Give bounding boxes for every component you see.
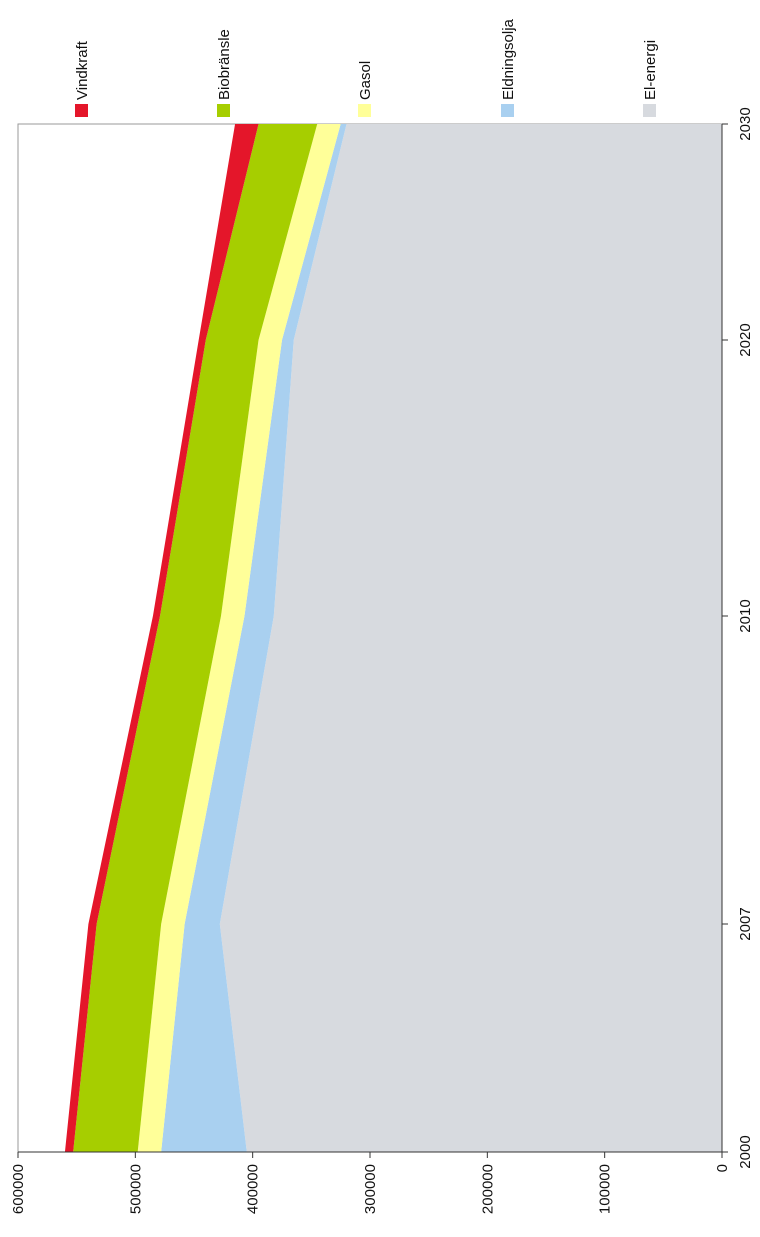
value-tick-label: 300000: [362, 1164, 379, 1214]
legend-label-biobr-nsle: Biobränsle: [216, 29, 233, 100]
value-tick-label: 400000: [245, 1164, 262, 1214]
value-tick-label: 600000: [10, 1164, 27, 1214]
legend-swatch-eldningsolja: [501, 104, 514, 117]
legend-swatch-el-energi: [643, 104, 656, 117]
value-tick-label: 200000: [479, 1164, 496, 1214]
category-tick-label: 2020: [737, 323, 754, 356]
value-tick-label: 100000: [597, 1164, 614, 1214]
legend-swatch-gasol: [358, 104, 371, 117]
value-tick-label: 0: [714, 1164, 731, 1172]
area-biobr-nsle: [73, 124, 318, 1152]
legend-label-eldningsolja: Eldningsolja: [500, 18, 517, 100]
legend-label-el-energi: El-energi: [642, 40, 659, 100]
area-el-energi: [219, 124, 722, 1152]
category-tick-label: 2010: [737, 599, 754, 632]
legend-label-vindkraft: Vindkraft: [74, 40, 91, 100]
category-tick-label: 2030: [737, 107, 754, 140]
legend-swatch-biobr-nsle: [217, 104, 230, 117]
legend-label-gasol: Gasol: [357, 61, 374, 100]
category-tick-label: 2000: [737, 1135, 754, 1168]
value-tick-label: 500000: [127, 1164, 144, 1214]
category-tick-label: 2007: [737, 907, 754, 940]
area-gasol: [137, 124, 341, 1152]
legend-swatch-vindkraft: [75, 104, 88, 117]
area-eldningsolja: [161, 124, 347, 1152]
